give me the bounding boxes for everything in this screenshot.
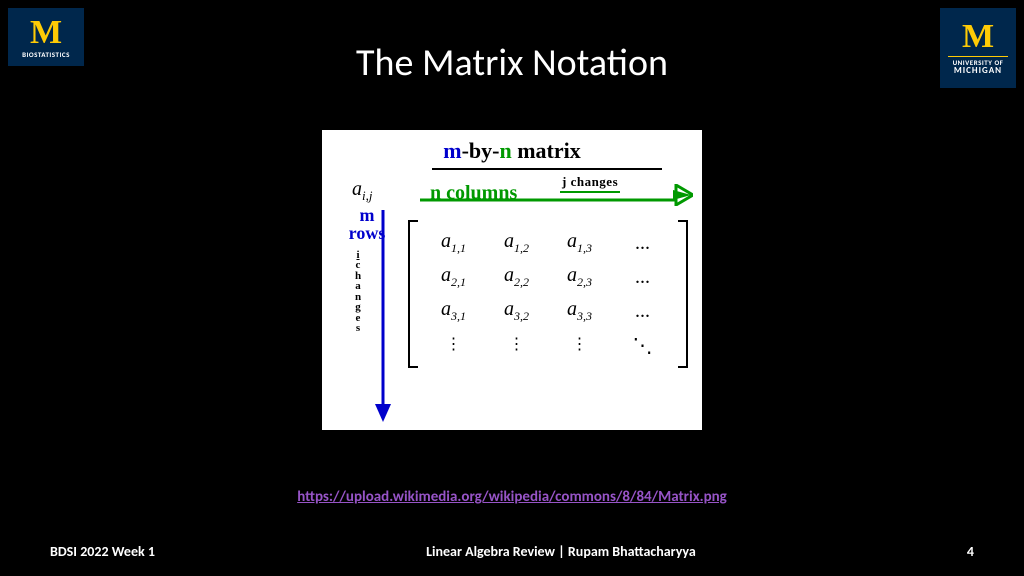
- source-link-container: https://upload.wikimedia.org/wikipedia/c…: [0, 488, 1024, 506]
- footer-left: BDSI 2022 Week 1: [50, 543, 155, 560]
- columns-arrow-icon: [418, 184, 693, 206]
- footer-page-number: 4: [967, 543, 974, 560]
- matrix-row: a1,1 a1,2 a1,3 ...: [422, 226, 674, 260]
- matrix-row: a2,1 a2,2 a2,3 ...: [422, 260, 674, 294]
- matrix-body: a1,1 a1,2 a1,3 ... a2,1 a2,2 a2,3 ... a3…: [418, 220, 678, 368]
- heading-underline: [432, 168, 662, 170]
- matrix-bracket: a1,1 a1,2 a1,3 ... a2,1 a2,2 a2,3 ... a3…: [408, 220, 688, 368]
- figure-heading: m-by-n matrix: [322, 138, 702, 164]
- rows-arrow-icon: [372, 208, 394, 424]
- matrix-row: ⋮ ⋮ ⋮ ⋱: [422, 328, 674, 362]
- i-changes-label: i c h a n g e s: [352, 250, 364, 334]
- matrix-row: a3,1 a3,2 a3,3 ...: [422, 294, 674, 328]
- source-link[interactable]: https://upload.wikimedia.org/wikipedia/c…: [297, 488, 727, 506]
- left-bracket-icon: [408, 220, 418, 368]
- slide-footer: BDSI 2022 Week 1 Linear Algebra Review |…: [0, 543, 1024, 560]
- footer-center: Linear Algebra Review | Rupam Bhattachar…: [426, 543, 696, 560]
- matrix-diagram: m-by-n matrix ai,j n columns j changes m…: [322, 130, 702, 430]
- right-bracket-icon: [678, 220, 688, 368]
- element-notation: ai,j: [352, 178, 372, 204]
- slide-title: The Matrix Notation: [0, 40, 1024, 86]
